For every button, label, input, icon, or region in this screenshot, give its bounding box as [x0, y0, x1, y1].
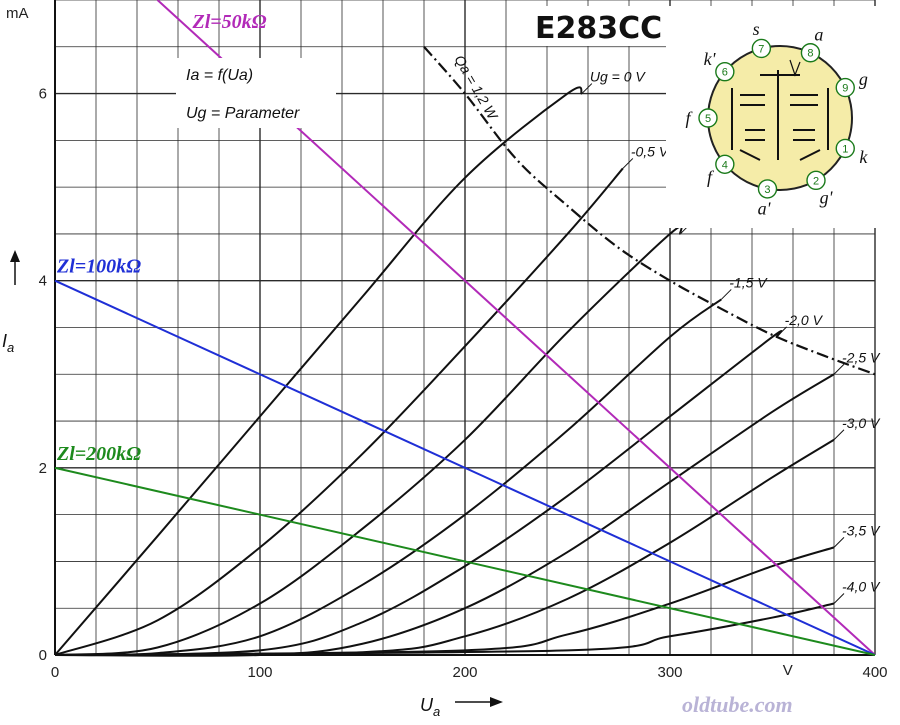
series-leader [720, 289, 732, 300]
pin-number: 1 [842, 143, 848, 155]
watermark: oldtube.com [682, 692, 793, 717]
pin-circle [835, 77, 855, 98]
series-leader [833, 429, 845, 441]
pin-name: a' [758, 199, 772, 219]
x-tick-labels: 0 100 200 300 400 [51, 664, 888, 681]
pin-name: f [685, 108, 693, 128]
legend-bg [176, 58, 336, 128]
load-line-label: Zl=200kΩ [56, 443, 141, 465]
pin-number: 4 [722, 159, 728, 171]
series-leader [622, 158, 634, 169]
y-axis-arrowhead [10, 250, 20, 262]
series-leader [776, 326, 787, 338]
pin-circle [835, 138, 855, 159]
x-tick-label: 300 [657, 664, 682, 681]
pin-number: 6 [722, 67, 728, 79]
pin-number: 2 [813, 175, 819, 187]
pin-number: 7 [758, 43, 764, 55]
title-bg [528, 6, 688, 46]
series-label: -1,5 V [729, 274, 768, 290]
series-label: -2,5 V [842, 349, 881, 365]
series-curve [54, 330, 783, 656]
y-tick-label: 0 [39, 647, 47, 664]
series-curve [54, 298, 722, 657]
anode-connector [789, 59, 801, 77]
pin-number: 5 [705, 113, 711, 125]
load-line-label: Zl=100kΩ [56, 256, 141, 278]
series-leader [833, 363, 845, 375]
load-line [54, 466, 876, 656]
pin-circle [715, 154, 735, 174]
pin-name: s [753, 19, 760, 39]
pin-number: 3 [764, 184, 770, 196]
pin-name: f [707, 167, 715, 187]
series-leader [581, 83, 593, 94]
legend-line-2: Ug = Parameter [186, 105, 300, 122]
pin-name: g [859, 69, 868, 89]
legend-box: Ia = f(Ua) Ug = Parameter [176, 58, 336, 128]
series-curve [54, 167, 624, 656]
series-curve [54, 373, 835, 657]
x-tick-label: 100 [247, 664, 272, 681]
title-group: E283CC [528, 6, 688, 46]
y-axis-title: Ia [2, 331, 14, 355]
pin-number: 9 [842, 83, 848, 95]
y-tick-label: 2 [39, 460, 47, 477]
x-axis-arrowhead [490, 697, 503, 707]
x-tick-label: 0 [51, 664, 59, 681]
x-tick-label: 400 [862, 664, 887, 681]
load-line-label: Zl=50kΩ [192, 11, 267, 33]
chart-title: E283CC [535, 11, 662, 46]
pin-circle [757, 179, 778, 199]
electrode-line [739, 149, 761, 161]
series-leader [833, 593, 845, 604]
power-limit-curve [423, 46, 876, 376]
x-tick-label: 200 [452, 664, 477, 681]
series-curve [54, 602, 835, 656]
x-axis-title: Ua [420, 695, 440, 719]
curve-labels: Ug = 0 V-0,5 V-1,0 V-1,5 V-2,0 V-2,5 V-3… [581, 69, 881, 604]
series-label: -3,5 V [842, 522, 881, 538]
series-curve [54, 86, 583, 656]
pin-name: a [814, 25, 823, 45]
series-label: Ug = 0 V [590, 69, 647, 85]
x-unit-label: V [783, 662, 793, 679]
pin-number: 8 [807, 48, 813, 60]
series-label: -0,5 V [631, 143, 670, 159]
y-unit-label: mA [6, 5, 29, 22]
series-leader [833, 537, 845, 548]
series-label: -3,0 V [842, 415, 881, 431]
pin-name: k [859, 147, 868, 167]
pin-circle [751, 38, 772, 59]
pin-circle [698, 108, 718, 128]
load-lines: Zl=50kΩ Zl=100kΩ Zl=200kΩ [54, 0, 876, 656]
y-tick-label: 6 [39, 86, 47, 103]
legend-line-1: Ia = f(Ua) [186, 67, 253, 84]
series-curve [54, 225, 683, 656]
pin-name: k' [704, 49, 717, 69]
axis-titles: Ia Ua [2, 250, 503, 719]
series-curve [54, 438, 835, 656]
series-label: -4,0 V [842, 579, 881, 595]
load-line [54, 279, 876, 656]
y-tick-labels: 0 2 4 6 [39, 86, 47, 664]
tube-electrodes [731, 59, 829, 161]
y-tick-label: 4 [39, 273, 47, 290]
series-label: -2,0 V [785, 312, 824, 328]
series-curve [54, 546, 835, 656]
pin-circle [715, 62, 735, 82]
electrode-line [799, 149, 821, 161]
pin-circle [806, 170, 826, 191]
pin-circle [800, 43, 821, 63]
curves [54, 86, 835, 657]
pin-name: g' [820, 188, 834, 208]
